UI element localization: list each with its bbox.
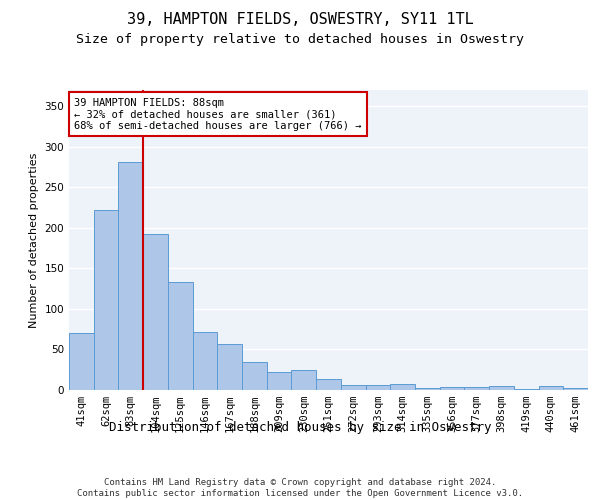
Bar <box>365 385 390 390</box>
Bar <box>316 378 341 390</box>
Bar <box>563 388 588 390</box>
Bar <box>94 210 118 390</box>
Bar <box>415 388 440 390</box>
Bar <box>242 362 267 390</box>
Bar <box>489 386 514 390</box>
Bar <box>143 234 168 390</box>
Text: Size of property relative to detached houses in Oswestry: Size of property relative to detached ho… <box>76 32 524 46</box>
Bar <box>168 282 193 390</box>
Text: Distribution of detached houses by size in Oswestry: Distribution of detached houses by size … <box>109 421 491 434</box>
Bar <box>440 387 464 390</box>
Bar <box>390 384 415 390</box>
Bar <box>514 389 539 390</box>
Bar <box>539 386 563 390</box>
Y-axis label: Number of detached properties: Number of detached properties <box>29 152 39 328</box>
Text: Contains HM Land Registry data © Crown copyright and database right 2024.
Contai: Contains HM Land Registry data © Crown c… <box>77 478 523 498</box>
Text: 39, HAMPTON FIELDS, OSWESTRY, SY11 1TL: 39, HAMPTON FIELDS, OSWESTRY, SY11 1TL <box>127 12 473 28</box>
Text: 39 HAMPTON FIELDS: 88sqm
← 32% of detached houses are smaller (361)
68% of semi-: 39 HAMPTON FIELDS: 88sqm ← 32% of detach… <box>74 98 362 130</box>
Bar <box>118 162 143 390</box>
Bar <box>292 370 316 390</box>
Bar <box>341 385 365 390</box>
Bar <box>464 387 489 390</box>
Bar <box>193 332 217 390</box>
Bar <box>267 372 292 390</box>
Bar <box>69 333 94 390</box>
Bar <box>217 344 242 390</box>
